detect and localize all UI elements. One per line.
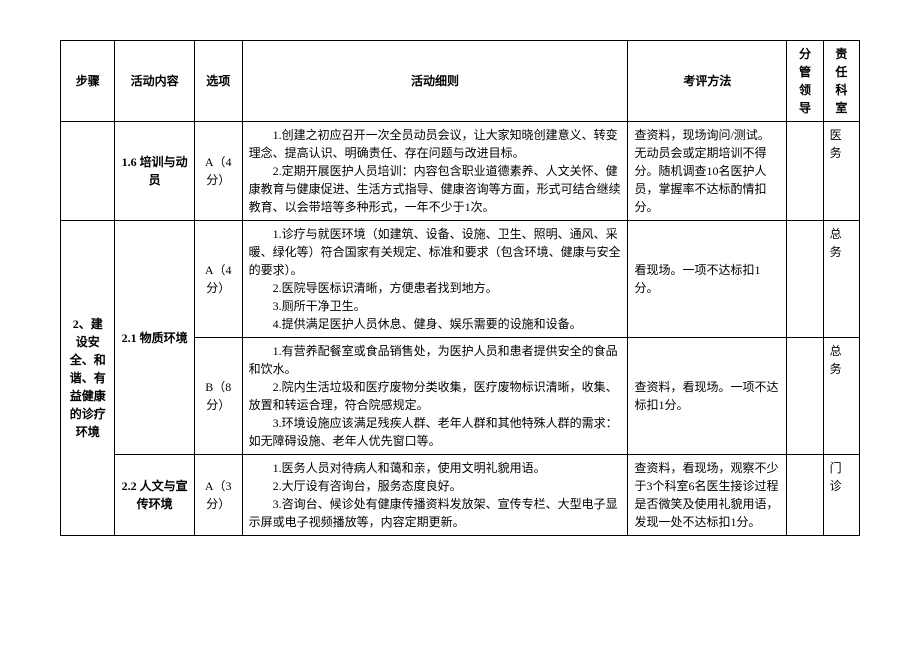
cell-dept: 总务 — [823, 338, 859, 455]
table-row: 2、建设安全、和谐、有益健康的诊疗环境 2.1 物质环境 A（4分） 1.诊疗与… — [61, 221, 860, 338]
cell-option: A（4分） — [194, 122, 242, 221]
table-row: 1.6 培训与动员 A（4分） 1.创建之初应召开一次全员动员会议，让大家知晓创… — [61, 122, 860, 221]
cell-leader — [787, 221, 823, 338]
header-leader: 分管领导 — [787, 41, 823, 122]
cell-detail: 1.医务人员对待病人和蔼和亲，使用文明礼貌用语。2.大厅设有咨询台，服务态度良好… — [242, 455, 628, 536]
cell-option: A（3分） — [194, 455, 242, 536]
cell-method: 看现场。一项不达标扣1分。 — [628, 221, 787, 338]
header-dept: 责任科室 — [823, 41, 859, 122]
cell-option: B（8分） — [194, 338, 242, 455]
cell-activity: 2.1 物质环境 — [115, 221, 194, 455]
cell-dept: 门诊 — [823, 455, 859, 536]
cell-method: 查资料，现场询问/测试。无动员会或定期培训不得分。随机调查10名医护人员，掌握率… — [628, 122, 787, 221]
cell-leader — [787, 338, 823, 455]
cell-activity: 1.6 培训与动员 — [115, 122, 194, 221]
header-row: 步骤 活动内容 选项 活动细则 考评方法 分管领导 责任科室 — [61, 41, 860, 122]
cell-activity: 2.2 人文与宣传环境 — [115, 455, 194, 536]
cell-dept: 总务 — [823, 221, 859, 338]
header-detail: 活动细则 — [242, 41, 628, 122]
header-option: 选项 — [194, 41, 242, 122]
cell-leader — [787, 122, 823, 221]
table-row: 2.2 人文与宣传环境 A（3分） 1.医务人员对待病人和蔼和亲，使用文明礼貌用… — [61, 455, 860, 536]
cell-step — [61, 122, 115, 221]
cell-method: 查资料，看现场，观察不少于3个科室6名医生接诊过程是否微笑及使用礼貌用语，发现一… — [628, 455, 787, 536]
header-activity: 活动内容 — [115, 41, 194, 122]
cell-method: 查资料，看现场。一项不达标扣1分。 — [628, 338, 787, 455]
cell-dept: 医务 — [823, 122, 859, 221]
header-step: 步骤 — [61, 41, 115, 122]
header-method: 考评方法 — [628, 41, 787, 122]
cell-option: A（4分） — [194, 221, 242, 338]
cell-step: 2、建设安全、和谐、有益健康的诊疗环境 — [61, 221, 115, 536]
cell-detail: 1.诊疗与就医环境（如建筑、设备、设施、卫生、照明、通风、采暖、绿化等）符合国家… — [242, 221, 628, 338]
cell-detail: 1.有营养配餐室或食品销售处，为医护人员和患者提供安全的食品和饮水。2.院内生活… — [242, 338, 628, 455]
evaluation-table: 步骤 活动内容 选项 活动细则 考评方法 分管领导 责任科室 1.6 培训与动员… — [60, 40, 860, 536]
cell-detail: 1.创建之初应召开一次全员动员会议，让大家知晓创建意义、转变理念、提高认识、明确… — [242, 122, 628, 221]
cell-leader — [787, 455, 823, 536]
